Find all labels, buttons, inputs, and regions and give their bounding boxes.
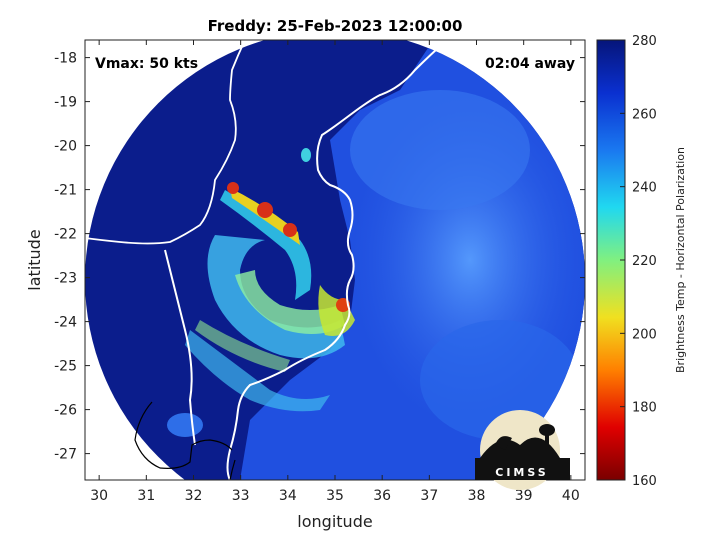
colorbar-tick-label: 200 [632,327,657,342]
y-tick-label: -19 [54,95,77,111]
x-tick-label: 38 [468,488,486,504]
coastlines [85,40,448,480]
y-axis-label: latitude [25,229,44,290]
colorbar-label: Brightness Temp - Horizontal Polarizatio… [674,147,687,373]
y-tick-labels: -18 -19 -20 -21 -22 -23 -24 -25 -26 -27 [54,51,77,463]
y-tick-label: -18 [54,51,77,67]
cimss-logo: CIMSS [475,410,570,490]
colorbar-ticks: 280 260 240 220 200 180 160 [620,34,657,489]
cimss-logo-text: CIMSS [495,466,548,479]
x-tick-label: 39 [515,488,533,504]
colorbar-tick-label: 280 [632,34,657,49]
x-tick-label: 33 [232,488,250,504]
coastline-outside [134,401,236,481]
y-tick-label: -26 [54,403,77,419]
x-tick-label: 37 [420,488,438,504]
x-tick-label: 31 [137,488,155,504]
y-tick-label: -20 [54,139,77,155]
y-tick-label: -23 [54,271,77,287]
colorbar-tick-label: 160 [632,474,657,489]
colorbar-tick-label: 220 [632,254,657,269]
x-tick-label: 36 [373,488,391,504]
x-tick-label: 35 [326,488,344,504]
x-tick-label: 30 [90,488,108,504]
colorbar-tick-label: 180 [632,401,657,416]
time-away-label: 02:04 away [485,56,575,72]
map-title: Freddy: 25-Feb-2023 12:00:00 [208,17,463,35]
x-tick-label: 40 [562,488,580,504]
y-tick-label: -21 [54,183,77,199]
x-tick-label: 32 [185,488,203,504]
y-tick-label: -22 [54,227,77,243]
y-tick-label: -25 [54,359,77,375]
colorbar-tick-label: 260 [632,107,657,122]
y-tick-label: -27 [54,447,77,463]
x-axis-label: longitude [297,512,372,531]
satellite-image [85,40,585,480]
x-tick-labels: 30 31 32 33 34 35 36 37 38 39 40 [90,488,580,504]
tick-marks [85,40,585,480]
colorbar-tick-label: 240 [632,181,657,196]
x-tick-label: 34 [279,488,297,504]
vmax-label: Vmax: 50 kts [95,56,198,72]
y-tick-label: -24 [54,315,77,331]
